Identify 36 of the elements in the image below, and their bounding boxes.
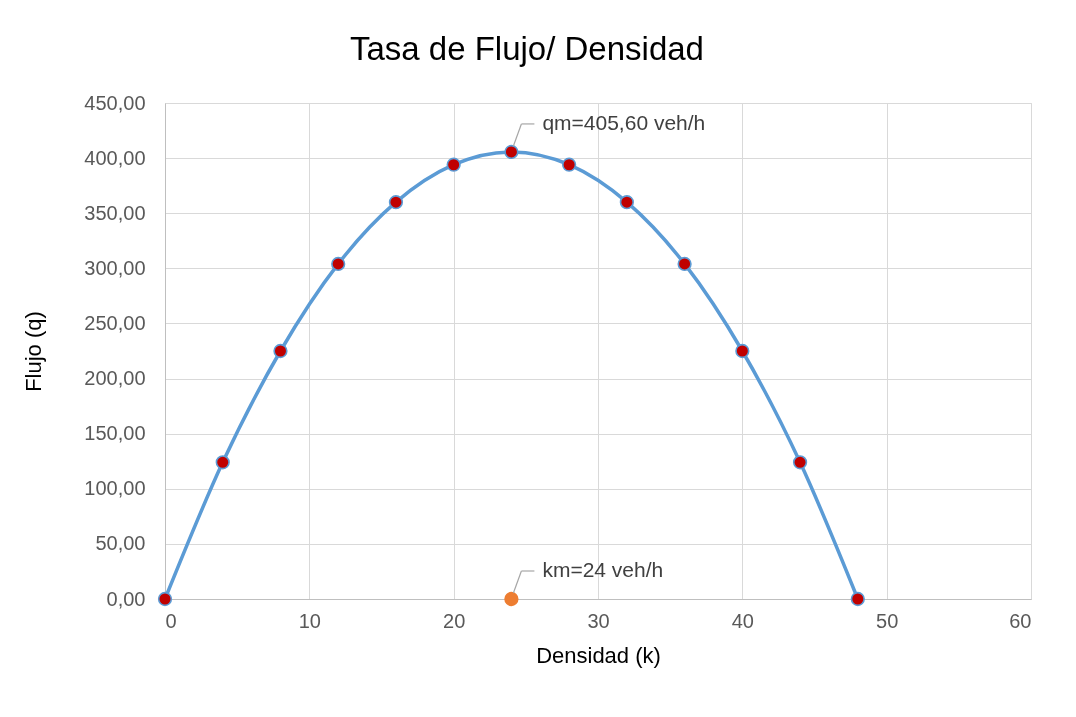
y-axis-title: Flujo (q) xyxy=(21,311,47,392)
y-tick-label: 100,00 xyxy=(84,477,146,500)
y-tick-label: 200,00 xyxy=(84,367,146,390)
point xyxy=(677,256,692,272)
point xyxy=(273,343,288,359)
point xyxy=(619,195,634,210)
x-tick-label: 40 xyxy=(731,609,754,632)
point xyxy=(850,591,865,607)
point xyxy=(157,591,173,607)
y-tick-label: 50,00 xyxy=(95,532,146,555)
y-tick-label: 350,00 xyxy=(84,201,146,224)
chart-title: Tasa de Flujo/ Densidad xyxy=(349,30,704,67)
x-tick-label: 50 xyxy=(876,609,899,632)
y-tick-label: 400,00 xyxy=(84,146,146,169)
x-tick-label: 0 xyxy=(165,609,177,632)
point xyxy=(504,144,519,160)
y-tick-label: 250,00 xyxy=(84,311,146,334)
y-tick-label: 0,00 xyxy=(106,587,146,610)
point xyxy=(504,591,519,607)
x-tick-label: 10 xyxy=(298,609,321,632)
point xyxy=(446,157,461,172)
x-tick-label: 60 xyxy=(1009,609,1032,632)
x-axis-title: Densidad (k) xyxy=(536,642,661,668)
point xyxy=(735,343,750,359)
point xyxy=(562,157,577,172)
y-tick-label: 150,00 xyxy=(84,422,146,445)
y-tick-label: 450,00 xyxy=(84,91,146,114)
point xyxy=(792,455,808,470)
y-tick-label: 300,00 xyxy=(84,256,146,279)
point xyxy=(331,256,346,272)
annotation: km=24 veh/h xyxy=(542,558,664,581)
annotation: qm=405,60 veh/h xyxy=(542,110,706,134)
point xyxy=(215,455,230,470)
point xyxy=(388,195,404,210)
x-tick-label: 20 xyxy=(443,609,466,632)
x-tick-label: 30 xyxy=(587,609,610,632)
